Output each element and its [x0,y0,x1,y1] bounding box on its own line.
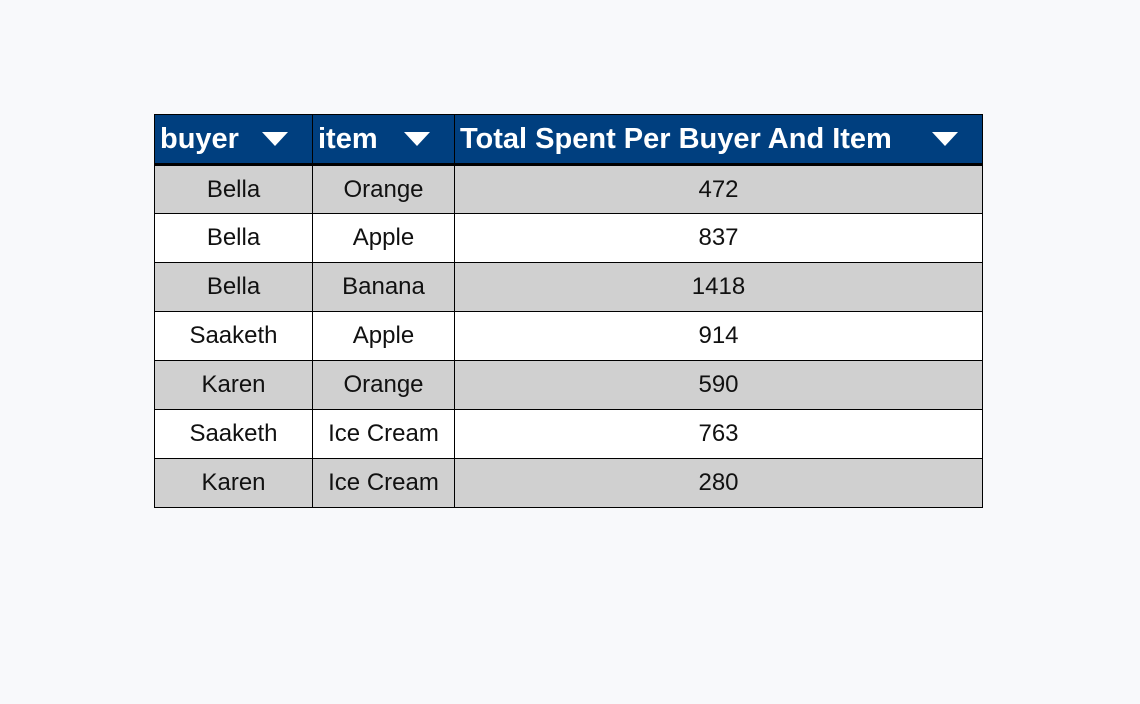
cell-total: 837 [454,213,983,263]
data-table-container: buyer item Total Spent Per Buyer And Ite… [154,114,983,508]
column-header-label: Total Spent Per Buyer And Item [460,122,892,155]
caret-down-icon[interactable] [932,132,958,146]
cell-item: Apple [312,213,455,263]
table-row: Bella Apple 837 [154,213,983,263]
table-row: Bella Banana 1418 [154,262,983,312]
table-body: Bella Orange 472 Bella Apple 837 Bella B… [154,164,983,508]
cell-buyer: Karen [154,360,313,410]
cell-buyer: Bella [154,164,313,214]
cell-item: Ice Cream [312,458,455,508]
cell-total: 472 [454,164,983,214]
column-header-label: buyer [160,122,239,155]
cell-buyer: Saaketh [154,409,313,459]
caret-down-icon[interactable] [404,132,430,146]
cell-item: Orange [312,360,455,410]
column-header-label: item [318,122,378,155]
table-row: Karen Ice Cream 280 [154,458,983,508]
cell-item: Apple [312,311,455,361]
cell-total: 914 [454,311,983,361]
cell-item: Ice Cream [312,409,455,459]
cell-buyer: Karen [154,458,313,508]
cell-total: 763 [454,409,983,459]
cell-buyer: Bella [154,213,313,263]
column-header-total[interactable]: Total Spent Per Buyer And Item [454,114,983,166]
cell-buyer: Saaketh [154,311,313,361]
table-row: Saaketh Ice Cream 763 [154,409,983,459]
header-row: buyer item Total Spent Per Buyer And Ite… [154,114,983,166]
column-header-item[interactable]: item [312,114,455,166]
caret-down-icon[interactable] [262,132,288,146]
data-table: buyer item Total Spent Per Buyer And Ite… [154,114,983,508]
table-row: Saaketh Apple 914 [154,311,983,361]
cell-total: 590 [454,360,983,410]
table-row: Bella Orange 472 [154,164,983,214]
column-header-buyer[interactable]: buyer [154,114,313,166]
cell-item: Orange [312,164,455,214]
cell-total: 1418 [454,262,983,312]
table-row: Karen Orange 590 [154,360,983,410]
cell-buyer: Bella [154,262,313,312]
cell-total: 280 [454,458,983,508]
cell-item: Banana [312,262,455,312]
table-header: buyer item Total Spent Per Buyer And Ite… [154,114,983,166]
